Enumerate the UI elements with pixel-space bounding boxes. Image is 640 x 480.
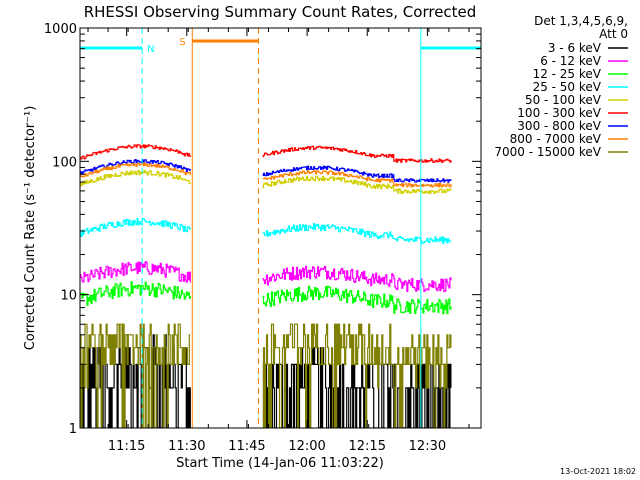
series-5-segment-1 xyxy=(80,170,191,187)
x-axis-label: Start Time (14-Jan-06 11:03:22) xyxy=(176,456,384,471)
series-7 xyxy=(80,159,452,183)
series-6-segment-2 xyxy=(262,145,452,163)
series-5 xyxy=(80,170,452,194)
legend-header-line-1: Det 1,3,4,5,6,9, xyxy=(534,14,628,28)
y-axis: 1 10 100 1000 xyxy=(44,22,481,437)
series-4-segment-1 xyxy=(80,217,191,237)
series-3-segment-1 xyxy=(80,281,191,306)
y-tick-label-3: 1000 xyxy=(44,22,77,37)
flag-S: S xyxy=(179,28,259,428)
plot-frame xyxy=(79,27,482,429)
series-8-segment-1 xyxy=(80,162,191,178)
series-1-segment-2 xyxy=(262,347,452,428)
flag-S-label: S xyxy=(179,37,185,48)
series-8-segment-2 xyxy=(262,170,452,188)
legend-item-2: 6 - 12 keV xyxy=(540,54,628,68)
series-7-segment-2 xyxy=(262,165,452,183)
legend-label: 50 - 100 keV xyxy=(525,93,602,107)
series-4 xyxy=(80,217,452,244)
y-tick-label-0: 1 xyxy=(69,422,77,437)
y-axis-label: Corrected Count Rate (s⁻¹ detector⁻¹) xyxy=(23,106,38,351)
legend-label: 25 - 50 keV xyxy=(533,80,602,94)
legend-item-8: 800 - 7000 keV xyxy=(510,132,628,146)
series-9 xyxy=(80,323,452,428)
chart-title: RHESSI Observing Summary Count Rates, Co… xyxy=(84,3,477,21)
series-9-segment-2 xyxy=(262,323,452,428)
y-tick-label-1: 10 xyxy=(60,289,77,304)
plot-content: NS xyxy=(80,28,481,428)
x-tick-label-2: 11:45 xyxy=(228,439,265,454)
legend-item-3: 12 - 25 keV xyxy=(533,67,628,81)
legend-label: 3 - 6 keV xyxy=(548,41,602,55)
legend-item-4: 25 - 50 keV xyxy=(533,80,628,94)
series-3 xyxy=(80,281,452,315)
x-tick-label-1: 11:30 xyxy=(168,439,205,454)
legend-label: 100 - 300 keV xyxy=(517,106,601,120)
series-6 xyxy=(80,144,452,163)
series-9-segment-1 xyxy=(80,323,191,428)
x-tick-label-0: 11:15 xyxy=(108,439,145,454)
series-5-segment-2 xyxy=(262,175,452,194)
x-axis: 11:15 11:30 11:45 12:00 12:15 12:30 xyxy=(87,28,470,454)
legend-item-7: 300 - 800 keV xyxy=(517,119,628,133)
legend-item-9: 7000 - 15000 keV xyxy=(494,145,628,159)
series-3-segment-2 xyxy=(262,285,452,315)
legend-item-6: 100 - 300 keV xyxy=(517,106,628,120)
legend-label: 7000 - 15000 keV xyxy=(494,145,601,159)
series-2 xyxy=(80,261,452,293)
timestamp: 13-Oct-2021 18:02 xyxy=(560,467,636,476)
series-2-segment-2 xyxy=(262,265,452,293)
series-2-segment-1 xyxy=(80,261,191,283)
flag-N-label: N xyxy=(147,44,154,55)
legend-header-line-2: Att 0 xyxy=(599,27,628,41)
series-8 xyxy=(80,162,452,188)
legend-label: 12 - 25 keV xyxy=(533,67,602,81)
series-6-segment-1 xyxy=(80,144,191,160)
x-tick-label-3: 12:00 xyxy=(288,439,325,454)
legend-label: 6 - 12 keV xyxy=(540,54,602,68)
legend-item-1: 3 - 6 keV xyxy=(548,41,628,55)
x-tick-label-4: 12:15 xyxy=(349,439,386,454)
legend-label: 800 - 7000 keV xyxy=(510,132,602,146)
legend-label: 300 - 800 keV xyxy=(517,119,601,133)
x-tick-label-5: 12:30 xyxy=(409,439,446,454)
series-7-segment-1 xyxy=(80,159,191,175)
flag-N: N xyxy=(80,28,481,428)
series-4-segment-2 xyxy=(262,223,452,244)
y-tick-label-2: 100 xyxy=(52,155,77,170)
legend-item-5: 50 - 100 keV xyxy=(525,93,628,107)
